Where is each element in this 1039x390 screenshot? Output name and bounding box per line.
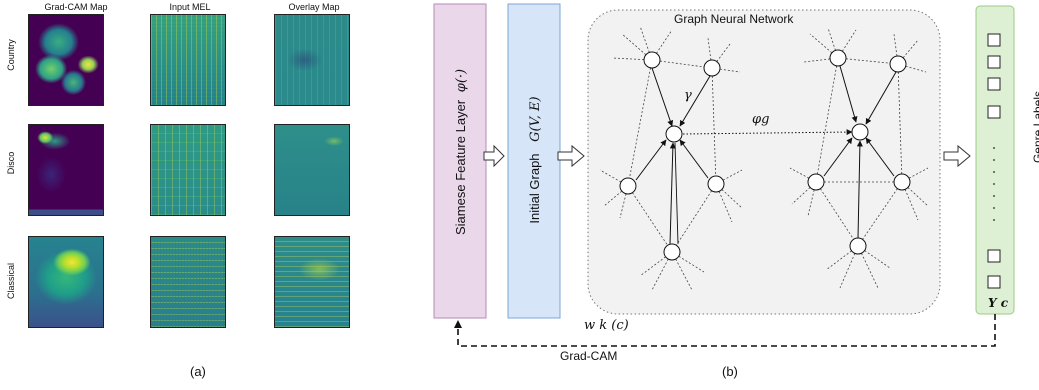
graph1-node <box>619 177 637 195</box>
graph-symbol: G(V, E) <box>528 96 543 142</box>
graph1-node <box>663 243 681 261</box>
gradcam-country <box>28 14 104 106</box>
initial-graph-label: Initial Graph <box>527 153 542 224</box>
graph1-node <box>707 175 725 193</box>
gradcam-label: Grad-CAM <box>560 349 618 363</box>
genre-square <box>987 105 1001 119</box>
siamese-label-wrap: Siamese Feature Layer φ(·) <box>453 69 469 235</box>
caption-b: (b) <box>722 364 738 379</box>
graph2-solid-edges <box>823 65 897 239</box>
graph1-nodes <box>619 51 725 261</box>
arrow-gnn-to-labels <box>943 144 971 168</box>
col-title-input-mel: Input MEL <box>169 2 211 12</box>
gradcam-feedback-line <box>457 314 996 347</box>
gradcam-classical <box>28 236 104 328</box>
col-title-overlay: Overlay Map <box>288 2 340 12</box>
genre-square <box>987 55 1001 69</box>
initial-graph-label-wrap: Initial Graph G(V, E) <box>527 85 543 235</box>
genre-squares <box>987 33 1001 289</box>
siamese-symbol: φ(·) <box>454 68 469 93</box>
genre-labels-box <box>975 5 1015 315</box>
col-title-gradcam: Grad-CAM Map <box>44 2 108 12</box>
initial-graph-box <box>507 3 561 319</box>
gradcam-disco <box>28 124 104 216</box>
arrow-siamese-to-graph <box>483 144 505 168</box>
siamese-box <box>433 3 487 319</box>
weight-label: w k (c) <box>584 318 629 333</box>
overlay-country <box>274 14 350 106</box>
phi-g-label: φg <box>752 112 770 127</box>
graph1-solid-edges <box>635 67 711 245</box>
graph2-node <box>893 173 911 191</box>
phi-g-edge <box>682 129 853 136</box>
genre-labels-label: Genre Labels <box>1031 90 1039 164</box>
graph1-center-node <box>665 125 683 143</box>
siamese-label: Siamese Feature Layer <box>453 99 468 235</box>
genre-square <box>987 77 1001 91</box>
gnn-title: Graph Neural Network <box>674 12 794 26</box>
genre-square <box>987 275 1001 289</box>
mel-country <box>150 14 226 106</box>
arrow-graph-to-gnn <box>557 144 585 168</box>
graph2-node <box>889 55 907 73</box>
graph1-node <box>643 51 661 69</box>
graph2-node <box>807 173 825 191</box>
mel-classical <box>150 236 226 328</box>
overlay-disco <box>274 124 350 216</box>
graph2-node <box>829 49 847 67</box>
graph2-nodes <box>807 49 911 255</box>
mel-disco <box>150 124 226 216</box>
caption-a: (a) <box>190 364 206 379</box>
genre-ellipsis-dots <box>993 147 995 221</box>
genre-square <box>987 33 1001 47</box>
gamma-label: γ <box>684 88 692 103</box>
yc-label: Y c <box>988 296 1009 310</box>
gradcam-arrowhead <box>454 320 462 328</box>
graph1-node <box>703 59 721 77</box>
graph2-center-node <box>851 123 869 141</box>
overlay-classical <box>274 236 350 328</box>
genre-square <box>987 249 1001 263</box>
graph2-node <box>849 237 867 255</box>
gnn-box <box>587 9 941 315</box>
